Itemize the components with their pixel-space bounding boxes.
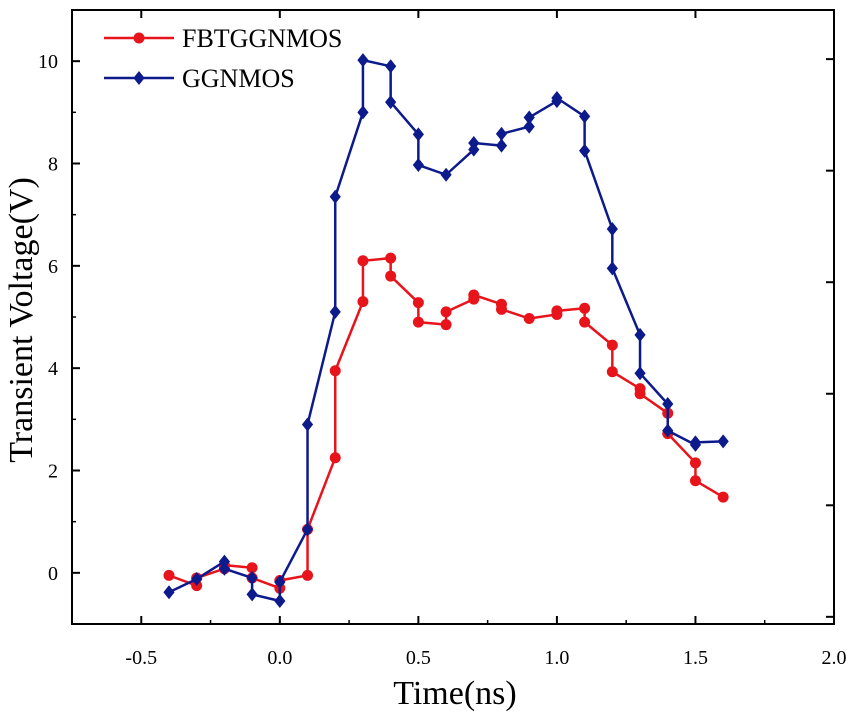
data-point — [329, 189, 341, 204]
data-point — [495, 126, 508, 141]
legend-marker — [133, 71, 145, 85]
data-point — [495, 138, 508, 153]
legend-marker — [133, 32, 145, 44]
data-point — [440, 319, 452, 331]
y-tick-label: 4 — [48, 358, 58, 380]
data-point — [634, 366, 646, 381]
data-point — [689, 475, 701, 487]
y-axis-ticks: 0 2 4 6 8 10 — [38, 9, 834, 625]
legend-entry: GGNMOS — [104, 64, 295, 93]
data-point — [412, 316, 424, 328]
data-point — [495, 303, 507, 315]
data-point — [606, 221, 618, 236]
data-point — [689, 457, 701, 469]
data-point — [385, 59, 397, 74]
data-point — [385, 95, 397, 110]
y-tick-label: 2 — [48, 461, 58, 483]
series-layer — [163, 53, 729, 608]
data-point — [579, 143, 591, 158]
data-point — [551, 91, 563, 106]
data-point — [717, 434, 729, 449]
data-point — [302, 569, 314, 581]
legend-label: FBTGGNMOS — [182, 24, 342, 53]
data-point — [579, 302, 591, 314]
data-point — [218, 554, 230, 569]
data-point — [579, 316, 591, 328]
x-axis-ticks: -0.5 0.0 0.5 1.0 1.5 2.0 — [71, 10, 847, 669]
data-point — [163, 585, 175, 600]
data-point — [523, 110, 535, 125]
data-point — [523, 313, 535, 325]
data-point — [357, 105, 369, 120]
legend-label: GGNMOS — [182, 64, 295, 93]
x-tick-label: -0.5 — [125, 647, 157, 669]
data-point — [717, 491, 729, 503]
data-point — [329, 304, 341, 319]
data-point — [357, 255, 369, 267]
data-point — [440, 167, 452, 182]
data-point — [301, 522, 314, 537]
data-point — [634, 327, 646, 342]
data-point — [246, 587, 258, 602]
data-point — [689, 435, 702, 450]
data-point — [634, 388, 646, 400]
series-ggnmos — [163, 53, 729, 608]
legend-entry: FBTGGNMOS — [104, 24, 342, 53]
x-tick-label: 2.0 — [822, 647, 847, 669]
data-point — [440, 306, 452, 318]
data-point — [357, 53, 369, 68]
data-point — [163, 569, 175, 581]
data-point — [274, 575, 286, 590]
legend: FBTGGNMOS GGNMOS — [104, 24, 342, 93]
data-point — [468, 289, 480, 301]
x-tick-label: 0.5 — [406, 647, 431, 669]
data-point — [385, 270, 397, 282]
data-point — [606, 366, 618, 378]
data-point — [301, 417, 314, 432]
data-point — [385, 252, 397, 264]
data-point — [662, 396, 674, 411]
data-point — [329, 452, 341, 464]
data-point — [246, 562, 258, 574]
data-point — [218, 561, 230, 576]
data-point — [246, 570, 258, 585]
x-tick-label: 1.0 — [544, 647, 569, 669]
plot-frame — [71, 9, 835, 625]
y-tick-label: 10 — [38, 51, 58, 73]
data-point — [468, 136, 480, 151]
data-point — [412, 158, 424, 173]
x-tick-label: 1.5 — [683, 647, 708, 669]
y-tick-label: 0 — [48, 563, 58, 585]
data-point — [606, 339, 618, 351]
data-point — [191, 571, 203, 586]
y-tick-label: 8 — [48, 154, 58, 176]
data-point — [606, 261, 618, 276]
data-point — [551, 305, 563, 317]
y-axis-title: Transient Voltage(V) — [3, 177, 40, 463]
x-axis-title: Time(ns) — [393, 675, 516, 712]
data-point — [274, 593, 286, 608]
data-point — [357, 296, 369, 308]
data-point — [329, 365, 341, 377]
data-point — [412, 127, 424, 142]
x-tick-label: 0.0 — [267, 647, 292, 669]
series-fbtggnmos — [163, 252, 729, 594]
data-point — [579, 109, 591, 124]
data-point — [523, 119, 535, 134]
data-point — [412, 297, 424, 309]
y-tick-label: 6 — [48, 256, 58, 278]
data-point — [662, 423, 674, 438]
